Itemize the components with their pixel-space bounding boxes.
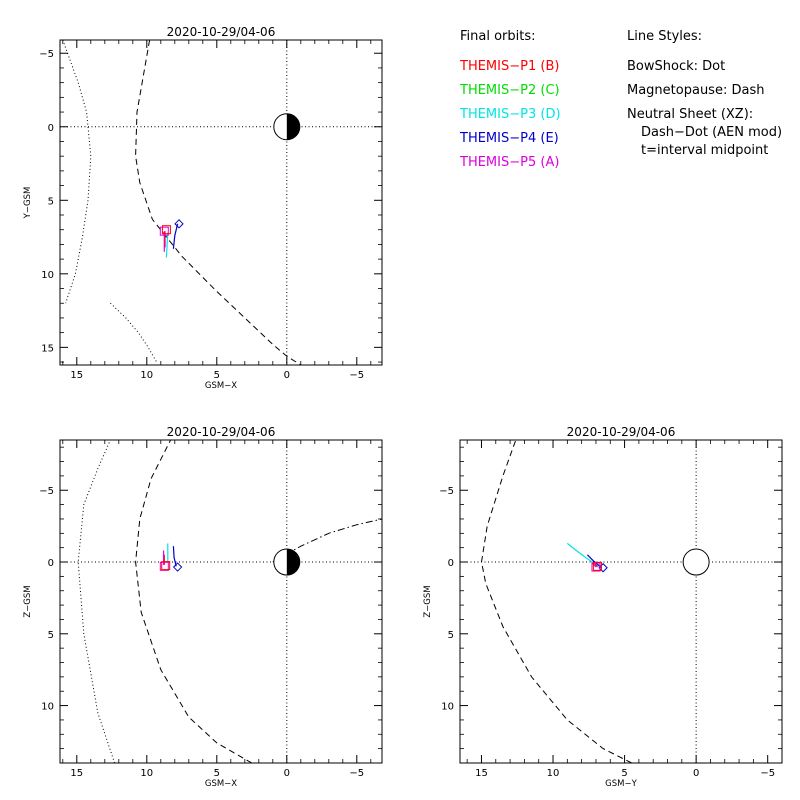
probe-position-square [161, 561, 171, 571]
magnetopause-curve [135, 440, 253, 763]
legend-line-styles-title: Line Styles: [627, 29, 702, 44]
plot-area [60, 40, 382, 365]
probe-position-square [159, 561, 169, 571]
y-tick-label: 15 [41, 343, 54, 354]
y-tick-label: 5 [448, 630, 454, 641]
legend-style-midpoint: t=interval midpoint [641, 143, 768, 158]
legend-probe-p5: THEMIS−P5 (A) [459, 155, 559, 170]
legend-style-dash-dot: Dash−Dot (AEN mod) [641, 125, 782, 140]
y-axis-label: Z−GSM [23, 585, 33, 617]
x-tick-label: 10 [140, 370, 153, 381]
y-tick-label: 0 [48, 558, 54, 569]
x-tick-label: 0 [284, 768, 290, 779]
probe-orbit-track [594, 563, 598, 568]
plot-frame [59, 439, 383, 764]
bowshock-curve [77, 440, 116, 763]
x-tick-label: 10 [140, 768, 153, 779]
y-tick-label: 0 [448, 558, 454, 569]
panel-xy-plane: 2020-10-29/04-06 15 10 5 0 −5 −5 0 5 10 15 GSM−X Y−G… [23, 25, 383, 391]
x-axis-label: GSM−X [205, 381, 237, 391]
y-tick-label: 5 [48, 630, 54, 641]
x-tick-label: 0 [284, 370, 290, 381]
plot-frame [59, 39, 383, 366]
legend-probe-p1: THEMIS−P1 (B) [459, 59, 559, 74]
plot-area [60, 440, 382, 763]
legend-probe-p4: THEMIS−P4 (E) [459, 131, 559, 146]
earth-night-side [286, 113, 300, 140]
x-axis-label: GSM−X [205, 779, 237, 789]
x-tick-label: 5 [214, 370, 220, 381]
y-axis-label: Z−GSM [423, 585, 433, 617]
x-tick-label: 15 [70, 370, 83, 381]
y-tick-label: −5 [39, 49, 54, 60]
legend-final-orbits-title: Final orbits: [460, 29, 536, 44]
probe-position-diamond [172, 562, 183, 572]
probe-orbit-track [586, 554, 603, 569]
bowshock-curve [62, 40, 92, 304]
magnetopause-curve [480, 440, 632, 763]
x-tick-label: 0 [693, 768, 699, 779]
y-tick-label: −5 [439, 486, 454, 497]
plot-area [460, 440, 782, 763]
chart-title: 2020-10-29/04-06 [167, 425, 276, 439]
x-tick-label: −5 [349, 768, 364, 779]
probe-orbit-track [172, 546, 177, 567]
y-tick-label: 5 [48, 196, 54, 207]
legend-probe-p3: THEMIS−P3 (D) [459, 107, 561, 122]
probe-position-square [159, 226, 169, 236]
panel-yz-plane: 2020-10-29/04-06 15 10 5 0 −5 −5 0 5 10 GSM−Y Z−GSM [423, 425, 783, 789]
bowshock-curve [110, 302, 158, 363]
probe-position-square [591, 562, 601, 572]
y-tick-label: 10 [41, 270, 54, 281]
x-tick-label: −5 [760, 768, 775, 779]
probe-orbit-track [566, 542, 600, 567]
legend: Final orbits: THEMIS−P1 (B) THEMIS−P2 (C… [459, 29, 782, 170]
legend-style-neutral-sheet: Neutral Sheet (XZ): [627, 107, 753, 122]
x-tick-label: 15 [475, 768, 488, 779]
magnetopause-curve [135, 40, 302, 365]
probe-position-diamond [174, 219, 184, 229]
y-axis-label: Y−GSM [23, 187, 33, 220]
legend-style-bowshock: BowShock: Dot [627, 59, 725, 74]
earth-icon [682, 548, 710, 576]
probe-position-square [592, 561, 602, 571]
x-tick-label: 10 [547, 768, 560, 779]
probe-orbit-track [165, 232, 169, 258]
x-tick-label: 5 [214, 768, 220, 779]
x-tick-label: 5 [621, 768, 627, 779]
probe-position-square [161, 225, 171, 235]
y-tick-label: 10 [41, 702, 54, 713]
y-tick-label: 0 [48, 123, 54, 134]
x-tick-label: −5 [349, 370, 364, 381]
x-axis-label: GSM−Y [605, 779, 637, 789]
panel-xz-plane: 2020-10-29/04-06 15 10 5 0 −5 −5 0 5 10 GSM−X Z−GSM [23, 425, 383, 789]
earth-night-side [286, 549, 300, 576]
chart-title: 2020-10-29/04-06 [167, 25, 276, 39]
y-tick-label: 10 [441, 702, 454, 713]
x-tick-label: 15 [70, 768, 83, 779]
chart-title: 2020-10-29/04-06 [567, 425, 676, 439]
plot-frame [459, 439, 783, 764]
legend-probe-p2: THEMIS−P2 (C) [459, 83, 560, 98]
y-tick-label: −5 [39, 486, 54, 497]
legend-style-magnetopause: Magnetopause: Dash [627, 83, 764, 98]
probe-orbit-track [172, 223, 179, 249]
